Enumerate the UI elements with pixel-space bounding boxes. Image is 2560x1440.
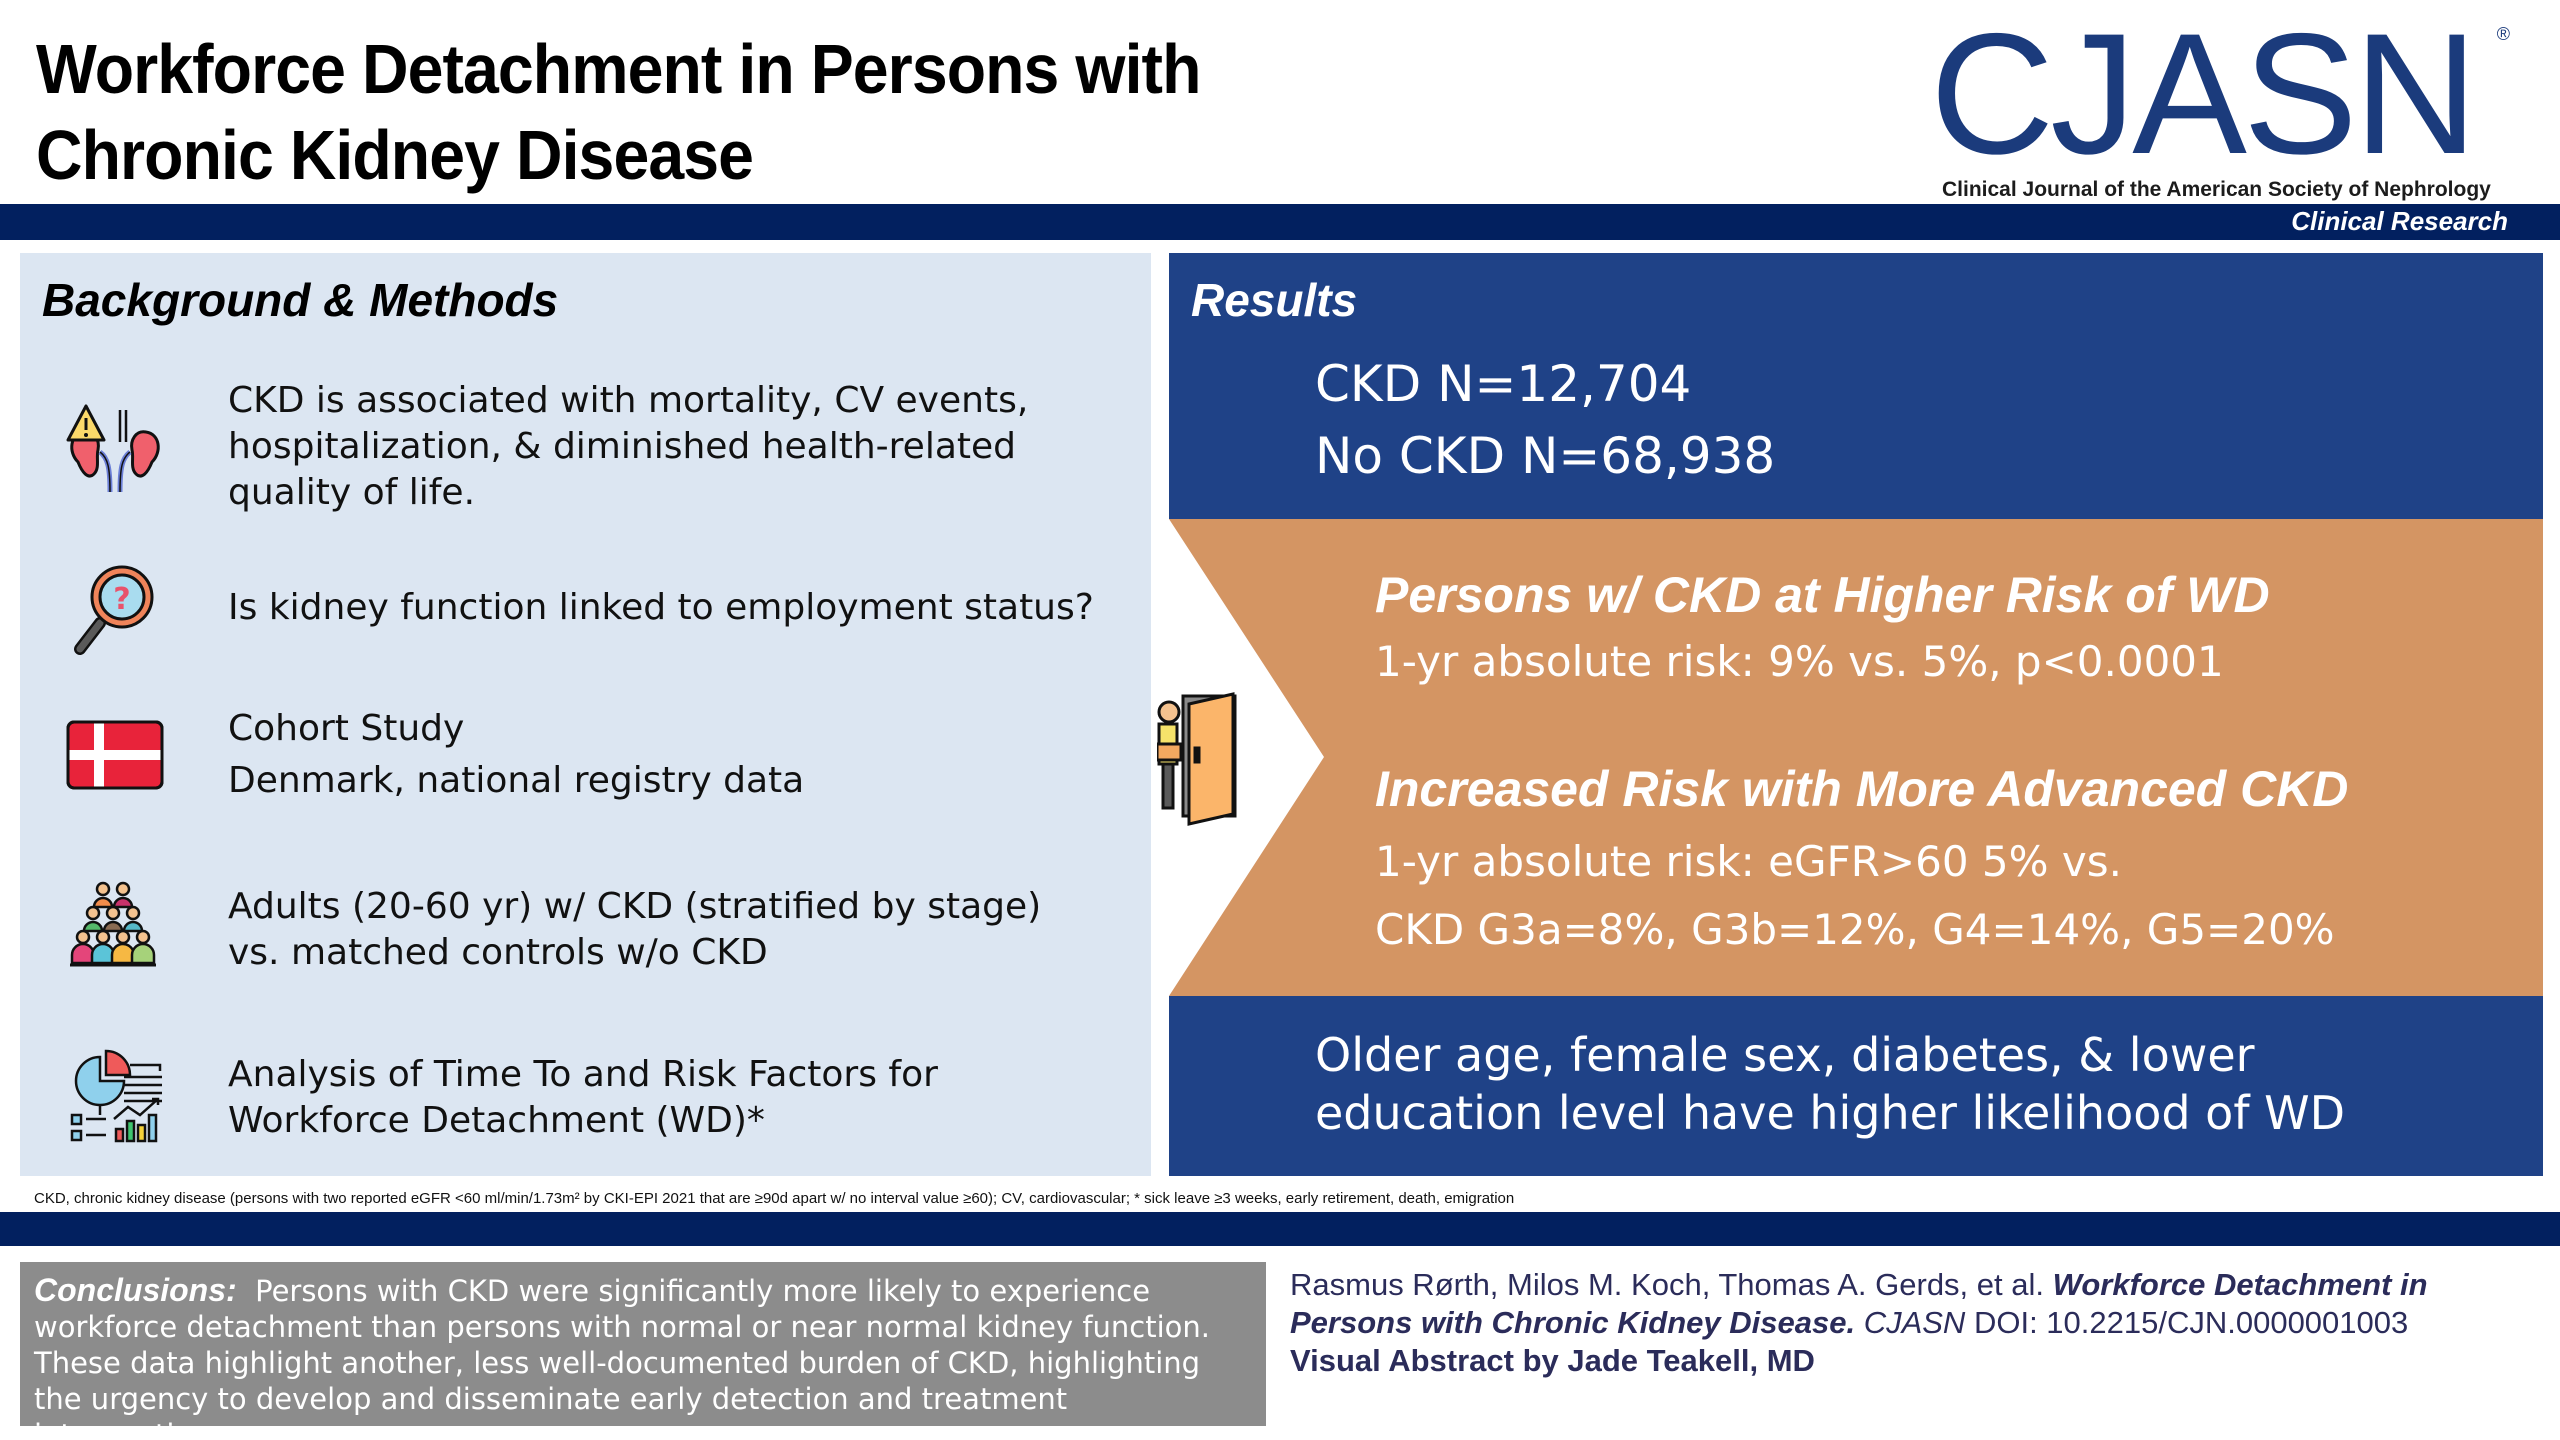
bg-item-analysis: Analysis of Time To and Risk Factors for… (60, 1043, 1140, 1153)
results-heading: Results (1191, 274, 1358, 326)
citation-article-title: Workforce Detachment in Persons with Chr… (1290, 1267, 2428, 1340)
citation-authors: Rasmus Rørth, Milos M. Koch, Thomas A. G… (1290, 1267, 2044, 1302)
text-line: Older age, female sex, diabetes, & lower (1315, 1028, 2255, 1082)
results-header-box: Results CKD N=12,704 No CKD N=68,938 (1169, 253, 2543, 519)
text-line: Workforce Detachment (WD)* (228, 1100, 765, 1141)
svg-text:?: ? (113, 582, 130, 617)
bg-item-text: Is kidney function linked to employment … (228, 585, 1094, 631)
text-line: vs. matched controls w/o CKD (228, 932, 768, 973)
finding-1-text: 1-yr absolute risk: 9% vs. 5%, p<0.0001 (1375, 637, 2224, 686)
text-line: Analysis of Time To and Risk Factors for (228, 1054, 938, 1095)
visual-abstract-credit: Visual Abstract by Jade Teakell, MD (1290, 1343, 1815, 1378)
page-title: Workforce Detachment in Persons with Chr… (36, 26, 1416, 198)
header-band: Clinical Research (0, 204, 2560, 240)
cohort-counts: CKD N=12,704 No CKD N=68,938 (1315, 348, 1775, 492)
abbreviations-footnote: CKD, chronic kidney disease (persons wit… (34, 1190, 1515, 1207)
bg-item-cohort-study: Cohort Study Denmark, national registry … (60, 700, 1140, 810)
chevron-shape (1169, 519, 2543, 996)
cjasn-logo: CJASN ® Clinical Journal of the American… (1930, 0, 2510, 201)
title-line-2: Chronic Kidney Disease (36, 116, 754, 194)
magnifier-question-icon: ? (60, 553, 170, 663)
conclusions-text: Persons with CKD were significantly more… (34, 1274, 1211, 1440)
logo-subtitle: Clinical Journal of the American Society… (1942, 178, 2491, 201)
bg-item-population: Adults (20-60 yr) w/ CKD (stratified by … (60, 875, 1140, 985)
person-leaving-door-icon (1155, 690, 1239, 826)
bg-item-text: Adults (20-60 yr) w/ CKD (stratified by … (228, 884, 1041, 976)
text-line: Cohort Study (228, 708, 465, 749)
key-findings: Persons w/ CKD at Higher Risk of WD 1-yr… (1375, 559, 2348, 961)
crowd-people-icon (60, 875, 170, 985)
denmark-flag-icon (60, 700, 170, 810)
logo-wordmark: CJASN (1930, 0, 2478, 190)
bg-item-ckd-associations: CKD is associated with mortality, CV eve… (60, 378, 1140, 516)
kidney-warning-icon (60, 392, 170, 502)
finding-2-heading: Increased Risk with More Advanced CKD (1375, 761, 2349, 817)
bottom-band (0, 1212, 2560, 1246)
risk-factors-box: Older age, female sex, diabetes, & lower… (1169, 996, 2543, 1176)
citation-doi: DOI: 10.2215/CJN.0000001003 (1973, 1305, 2409, 1340)
text-line: Adults (20-60 yr) w/ CKD (stratified by … (228, 886, 1042, 927)
section-tag: Clinical Research (2291, 206, 2508, 236)
bg-item-text: Cohort Study Denmark, national registry … (228, 706, 804, 804)
finding-1-heading: Persons w/ CKD at Higher Risk of WD (1375, 567, 2270, 623)
risk-factors-text: Older age, female sex, diabetes, & lower… (1315, 1026, 2345, 1142)
text-line: CKD is associated with mortality, CV eve… (228, 380, 1029, 421)
text-line: Is kidney function linked to employment … (228, 587, 1094, 628)
key-findings-chevron: Persons w/ CKD at Higher Risk of WD 1-yr… (1169, 519, 2543, 996)
text-line: Denmark, national registry data (228, 760, 805, 801)
finding-2-line-2: CKD G3a=8%, G3b=12%, G4=14%, G5=20% (1375, 905, 2335, 954)
text-line: education level have higher likelihood o… (1315, 1086, 2346, 1140)
citation-journal: CJASN (1863, 1305, 1966, 1340)
registered-mark: ® (2496, 24, 2510, 44)
conclusions-label: Conclusions: (34, 1272, 237, 1308)
analytics-report-icon (60, 1043, 170, 1153)
ckd-count: CKD N=12,704 (1315, 355, 1692, 413)
no-ckd-count: No CKD N=68,938 (1315, 427, 1776, 485)
conclusions-box: Conclusions: Persons with CKD were signi… (20, 1262, 1266, 1440)
finding-2-line-1: 1-yr absolute risk: eGFR>60 5% vs. (1375, 837, 2122, 886)
bg-item-text: Analysis of Time To and Risk Factors for… (228, 1052, 938, 1144)
background-methods-panel: Background & Methods CKD is associated w… (20, 253, 1151, 1176)
bg-item-research-question: ? Is kidney function linked to employmen… (60, 553, 1140, 663)
bg-item-text: CKD is associated with mortality, CV eve… (228, 378, 1028, 516)
text-line: quality of life. (228, 472, 476, 513)
text-line: hospitalization, & diminished health-rel… (228, 426, 1016, 467)
title-line-1: Workforce Detachment in Persons with (36, 30, 1201, 108)
background-methods-heading: Background & Methods (42, 274, 559, 326)
citation: Rasmus Rørth, Milos M. Koch, Thomas A. G… (1290, 1266, 2550, 1380)
